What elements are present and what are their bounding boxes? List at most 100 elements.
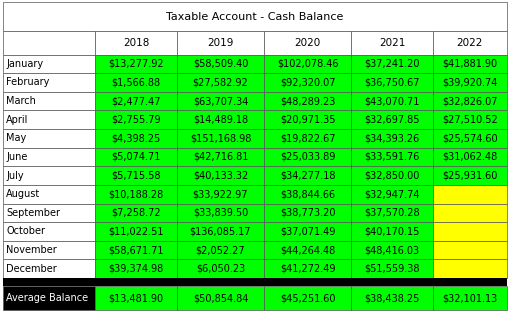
Text: $32,826.07: $32,826.07	[442, 96, 498, 106]
Text: $58,509.40: $58,509.40	[193, 59, 248, 69]
Text: $7,258.72: $7,258.72	[111, 208, 161, 218]
Text: $13,481.90: $13,481.90	[108, 293, 164, 303]
Bar	[177, 92, 264, 110]
Bar	[177, 286, 264, 310]
Text: $48,289.23: $48,289.23	[280, 96, 335, 106]
Bar	[351, 110, 433, 129]
Text: August: August	[6, 189, 41, 199]
Bar	[3, 110, 95, 129]
Text: $38,773.20: $38,773.20	[280, 208, 335, 218]
Text: $31,062.48: $31,062.48	[442, 152, 497, 162]
Bar	[264, 241, 351, 259]
Bar	[433, 31, 507, 55]
Bar	[433, 204, 507, 222]
Bar	[3, 55, 95, 73]
Bar	[3, 166, 95, 185]
Text: $37,570.28: $37,570.28	[364, 208, 420, 218]
Bar	[351, 204, 433, 222]
Bar	[264, 286, 351, 310]
Bar	[433, 222, 507, 241]
Text: $38,844.66: $38,844.66	[280, 189, 335, 199]
Text: December: December	[6, 264, 57, 274]
Text: $5,074.71: $5,074.71	[111, 152, 161, 162]
Text: $25,574.60: $25,574.60	[442, 133, 498, 143]
Text: $102,078.46: $102,078.46	[277, 59, 338, 69]
Text: January: January	[6, 59, 43, 69]
Text: 2021: 2021	[379, 38, 405, 48]
Bar	[433, 73, 507, 92]
Text: $39,374.98: $39,374.98	[108, 264, 164, 274]
Bar	[95, 129, 177, 148]
Text: September: September	[6, 208, 60, 218]
Bar	[177, 166, 264, 185]
Bar	[433, 148, 507, 166]
Text: $2,477.47: $2,477.47	[111, 96, 161, 106]
Text: Average Balance: Average Balance	[6, 293, 89, 303]
Bar	[433, 286, 507, 310]
Text: $2,755.79: $2,755.79	[111, 115, 161, 125]
Bar	[433, 166, 507, 185]
Bar	[433, 92, 507, 110]
Text: 2022: 2022	[457, 38, 483, 48]
Text: $32,947.74: $32,947.74	[364, 189, 420, 199]
Text: $36,750.67: $36,750.67	[364, 77, 420, 88]
Text: $51,559.38: $51,559.38	[364, 264, 420, 274]
Bar	[3, 73, 95, 92]
Bar	[3, 204, 95, 222]
Text: $43,070.71: $43,070.71	[364, 96, 420, 106]
Bar	[3, 286, 95, 310]
Bar	[433, 110, 507, 129]
Bar	[3, 222, 95, 241]
Bar	[351, 92, 433, 110]
Text: November: November	[6, 245, 57, 255]
Bar	[264, 259, 351, 278]
Text: $41,881.90: $41,881.90	[442, 59, 497, 69]
Bar	[177, 148, 264, 166]
Text: $32,101.13: $32,101.13	[442, 293, 497, 303]
Text: $1,566.88: $1,566.88	[111, 77, 161, 88]
Text: $45,251.60: $45,251.60	[280, 293, 335, 303]
Bar	[3, 259, 95, 278]
Text: $5,715.58: $5,715.58	[111, 170, 161, 181]
Text: $32,697.85: $32,697.85	[364, 115, 420, 125]
Bar	[95, 31, 177, 55]
Bar	[351, 286, 433, 310]
Bar	[351, 241, 433, 259]
Text: $10,188.28: $10,188.28	[108, 189, 164, 199]
Text: 2020: 2020	[295, 38, 320, 48]
Bar	[433, 55, 507, 73]
Bar	[264, 148, 351, 166]
Bar	[177, 73, 264, 92]
Text: $40,170.15: $40,170.15	[364, 226, 420, 237]
Text: June: June	[6, 152, 27, 162]
Bar	[3, 129, 95, 148]
Bar	[351, 73, 433, 92]
Text: $11,022.51: $11,022.51	[108, 226, 164, 237]
Text: 2018: 2018	[123, 38, 149, 48]
Bar	[177, 259, 264, 278]
Bar	[95, 110, 177, 129]
Bar	[95, 92, 177, 110]
Text: $37,071.49: $37,071.49	[280, 226, 335, 237]
Bar	[177, 129, 264, 148]
Bar	[3, 241, 95, 259]
Text: $32,850.00: $32,850.00	[364, 170, 420, 181]
Bar	[177, 110, 264, 129]
Bar	[351, 148, 433, 166]
Text: March: March	[6, 96, 36, 106]
Bar	[95, 166, 177, 185]
Text: $27,582.92: $27,582.92	[193, 77, 248, 88]
Text: $40,133.32: $40,133.32	[193, 170, 248, 181]
Text: February: February	[6, 77, 50, 88]
Text: $41,272.49: $41,272.49	[280, 264, 335, 274]
Bar	[3, 92, 95, 110]
Bar	[351, 185, 433, 204]
Bar	[264, 92, 351, 110]
Text: $136,085.17: $136,085.17	[190, 226, 251, 237]
Bar	[264, 222, 351, 241]
Text: $4,398.25: $4,398.25	[111, 133, 161, 143]
Bar	[3, 278, 507, 286]
Bar	[95, 286, 177, 310]
Bar	[264, 73, 351, 92]
Text: $25,033.89: $25,033.89	[280, 152, 335, 162]
